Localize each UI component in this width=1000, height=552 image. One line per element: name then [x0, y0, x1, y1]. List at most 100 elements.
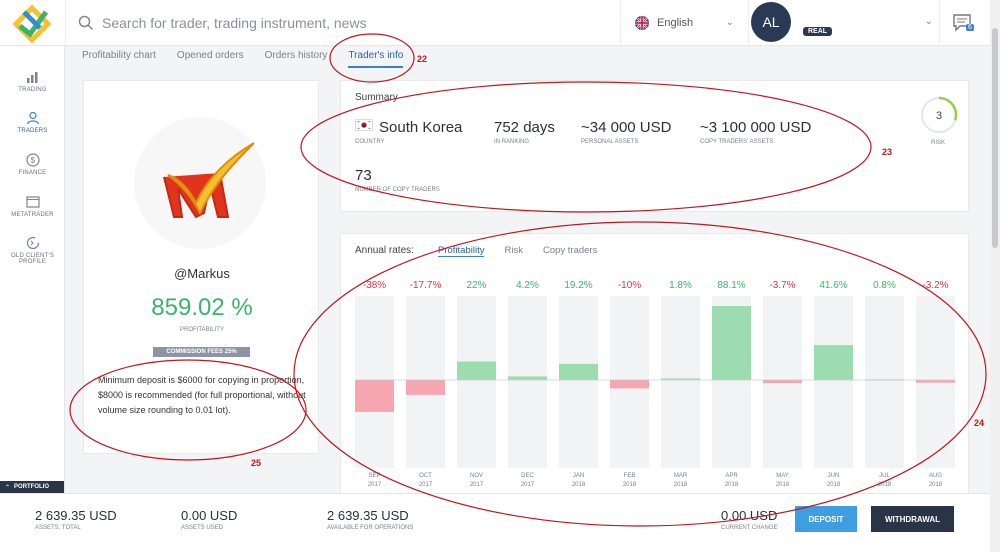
chart-bar[interactable]: [763, 380, 802, 384]
profitability-value: 859.02 %: [151, 294, 253, 321]
tick-label-month: OCT: [419, 473, 432, 479]
chart-bar[interactable]: [712, 305, 751, 380]
trader-name: @Markus: [174, 266, 230, 281]
available-label: AVAILABLE FOR OPERATIONS: [327, 525, 414, 531]
logo-icon[interactable]: [10, 4, 54, 44]
tab-profitability-chart[interactable]: Profitability chart: [82, 50, 156, 61]
chart-bar[interactable]: [355, 380, 394, 412]
chart-bar[interactable]: [457, 361, 496, 380]
portfolio-footer: 2 639.35 USD ASSETS, TOTAL 0.00 USD ASSE…: [0, 493, 990, 552]
chart-column-bg: [661, 296, 700, 468]
chart-column-bg: [814, 296, 853, 468]
sidebar-item-label: FINANCE: [18, 170, 47, 176]
tick-label-year: 2018: [827, 482, 841, 488]
risk-label: RISK: [931, 140, 946, 146]
tab-traders-info[interactable]: Trader's info: [348, 50, 404, 68]
data-label: -38%: [363, 280, 386, 291]
stat-copy-assets: ~3 100 000 USD COPY TRADERS' ASSETS: [700, 119, 811, 145]
data-label: 88.1%: [717, 280, 745, 291]
chart-bars-icon: [26, 72, 37, 83]
avatar[interactable]: AL: [751, 2, 791, 42]
sidebar-item-traders[interactable]: TRADERS: [0, 111, 65, 134]
footer-current-change: 0.00 USD CURRENT CHANGE: [721, 508, 778, 531]
chat-icon[interactable]: [952, 12, 974, 34]
risk-value: 3: [936, 110, 942, 122]
tick-label-month: FEB: [624, 473, 636, 479]
trader-avatar: [134, 117, 266, 249]
search-input[interactable]: [102, 15, 602, 31]
annotation-number: 24: [974, 418, 985, 428]
data-label: -3.2%: [922, 280, 948, 291]
profitability-chart: -38% SEP 2017 -17.7% OCT 2017 22% NOV 2017 4.2% DE…: [355, 280, 955, 488]
tab-orders-history[interactable]: Orders history: [264, 50, 328, 61]
portfolio-toggle[interactable]: ⌃ PORTFOLIO: [0, 481, 64, 493]
tick-label-month: MAR: [674, 473, 688, 479]
sidebar-item-label: METATRADER: [11, 212, 54, 218]
deposit-button[interactable]: DEPOSIT: [795, 506, 857, 532]
sidebar-item-metatrader[interactable]: METATRADER: [0, 195, 65, 218]
tick-label-month: JUL: [879, 473, 890, 479]
data-label: 19.2%: [564, 280, 592, 291]
risk-gauge: 3: [921, 96, 958, 133]
sidebar-item-old-profile[interactable]: OLD CLIENT'S PROFILE: [0, 236, 65, 265]
sidebar-item-trading[interactable]: TRADING: [0, 70, 65, 93]
tick-label-year: 2018: [674, 482, 688, 488]
page-scrollbar[interactable]: [990, 0, 1000, 552]
footer-available: 2 639.35 USD AVAILABLE FOR OPERATIONS: [327, 508, 413, 531]
monitor-icon: [25, 196, 40, 208]
sidebar: TRADING TRADERS $ FINANCE METATRADER OLD…: [0, 46, 65, 493]
chart-bar[interactable]: [508, 376, 547, 380]
data-label: 0.8%: [873, 280, 896, 291]
chart-column-bg: [508, 296, 547, 468]
language-label: English: [657, 17, 694, 29]
language-selector[interactable]: English ⌄: [620, 0, 748, 46]
country-value: South Korea: [379, 119, 463, 136]
chart-bar[interactable]: [814, 345, 853, 380]
trader-logo-icon: [163, 142, 255, 219]
data-label: -3.7%: [769, 280, 795, 291]
current-change-label: CURRENT CHANGE: [721, 525, 778, 531]
trader-profile-card: @Markus 859.02 % PROFITABILITY COMMISSIO…: [83, 80, 319, 454]
stat-ranking: 752 days IN RANKING: [494, 119, 555, 145]
sidebar-item-label: TRADING: [18, 87, 47, 93]
ranking-label: IN RANKING: [494, 139, 530, 145]
tick-label-month: SEP: [368, 473, 380, 479]
tick-label-year: 2017: [521, 482, 535, 488]
profitability-label: PROFITABILITY: [180, 327, 224, 333]
assets-total-value: 2 639.35 USD: [35, 508, 117, 523]
traders-icon: [26, 111, 39, 125]
tick-label-month: JUN: [828, 473, 840, 479]
chart-column-bg: [559, 296, 598, 468]
tick-label-month: NOV: [470, 473, 483, 479]
ranking-value: 752 days: [494, 119, 555, 136]
search-icon: [78, 15, 94, 31]
commission-badge: COMMISSION FEES 25%: [153, 347, 250, 357]
search-bar: [65, 0, 620, 46]
chat-count-badge: 6: [966, 24, 974, 31]
personal-assets-value: ~34 000 USD: [581, 119, 672, 136]
tick-label-month: JAN: [573, 473, 584, 479]
account-type-badge: REAL: [803, 27, 833, 36]
svg-text:$: $: [30, 156, 35, 165]
withdrawal-button[interactable]: WITHDRAWAL: [871, 506, 954, 532]
tick-label-year: 2018: [623, 482, 637, 488]
tick-label-year: 2018: [878, 482, 892, 488]
stat-copy-traders: 73 NUMBER OF COPY TRADERS: [355, 167, 440, 193]
sidebar-item-label: OLD CLIENT'S: [11, 253, 54, 259]
chart-bar[interactable]: [406, 380, 445, 395]
stat-personal-assets: ~34 000 USD PERSONAL ASSETS: [581, 119, 671, 145]
footer-assets-used: 0.00 USD ASSETS USED: [181, 508, 237, 531]
data-label: -17.7%: [410, 280, 442, 291]
summary-card: Summary South Korea COUNTRY 752 days IN …: [340, 80, 969, 212]
tab-opened-orders[interactable]: Opened orders: [176, 50, 244, 61]
chart-bar[interactable]: [559, 363, 598, 380]
annotation-number: 25: [251, 458, 262, 468]
scrollbar-thumb[interactable]: [992, 28, 998, 248]
sidebar-item-label: PROFILE: [18, 259, 47, 265]
chart-bar[interactable]: [916, 380, 955, 383]
copy-traders-label: NUMBER OF COPY TRADERS: [355, 187, 440, 193]
account-menu[interactable]: AL REAL ⌄: [748, 0, 940, 46]
sidebar-item-finance[interactable]: $ FINANCE: [0, 153, 65, 176]
chart-bar[interactable]: [610, 380, 649, 389]
tick-label-year: 2017: [368, 482, 382, 488]
